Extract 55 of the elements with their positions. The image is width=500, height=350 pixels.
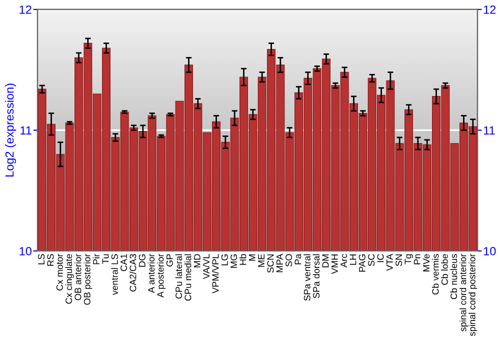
x-tick-label: MPA xyxy=(276,254,283,272)
y-tick-label: 11 xyxy=(20,126,32,134)
y2-tick-label: 11 xyxy=(484,126,495,134)
y2-tick-label: 12 xyxy=(484,5,496,14)
x-tick-label: LH xyxy=(350,254,356,265)
x-tick-label: A anterior xyxy=(148,254,155,293)
x-tick-label: LS xyxy=(38,254,45,264)
x-tick-label: Pa xyxy=(294,254,302,264)
x-tick-label: MD xyxy=(194,254,200,268)
x-tick-label: Cb vermis xyxy=(432,254,439,295)
x-tick-label: M xyxy=(248,254,256,261)
x-tick-label: DG xyxy=(138,254,146,267)
x-tick-label: SPa ventral xyxy=(304,254,310,301)
y-tick-label: 12 xyxy=(20,5,32,14)
x-tick-label: spinal cord posterior xyxy=(468,254,478,336)
x-tick-label: VA/VL xyxy=(202,254,210,279)
y-tick-label: 10 xyxy=(20,246,32,256)
x-tick-label: Hb xyxy=(239,254,246,265)
x-tick-label: IC xyxy=(377,254,384,262)
x-tick-label: spinal cord anterior xyxy=(459,254,468,332)
x-tick-label: A posterior xyxy=(156,254,166,298)
x-tick-label: CPu lateral xyxy=(175,254,182,299)
x-tick-label: Cb lobe xyxy=(441,254,448,285)
x-tick-label: VTA xyxy=(386,254,393,271)
x-tick-label: Cb nucleus xyxy=(450,254,458,300)
x-tick-label: CA1 xyxy=(120,254,128,272)
x-tick-label: MG xyxy=(230,254,238,268)
x-tick-label: VMH xyxy=(331,254,338,274)
x-tick-label: SC xyxy=(368,254,375,266)
x-tick-label: Cx motor xyxy=(56,254,63,290)
x-tick-label: OB anterior xyxy=(74,254,82,300)
x-tick-label: Tg xyxy=(404,254,414,264)
x-tick-label: VPM/VPL xyxy=(212,254,219,294)
y2-tick-label: 10 xyxy=(484,246,496,256)
x-tick-label: ventral LS xyxy=(111,254,118,295)
x-tick-label: Pir xyxy=(92,254,100,264)
x-tick-label: LG xyxy=(221,254,228,266)
x-tick-label: OB posterior xyxy=(84,254,92,305)
x-tick-label: DM xyxy=(322,254,329,268)
x-tick-label: SN xyxy=(396,254,402,266)
x-tick-label: MVe xyxy=(423,254,430,272)
x-tick-label: Tu xyxy=(102,254,109,264)
x-tick-label: GP xyxy=(166,254,173,267)
x-tick-label: Arc xyxy=(340,254,348,268)
x-tick-label: RS xyxy=(47,254,54,266)
y-axis-title: Log2 (expression) xyxy=(5,84,16,176)
x-tick-label: SPa dorsal xyxy=(312,254,320,298)
x-tick-label: CPu medial xyxy=(184,254,192,301)
x-tick-label: CA2/CA3 xyxy=(129,254,136,292)
x-tick-label: SO xyxy=(286,254,292,267)
x-tick-label: Pn xyxy=(414,254,420,264)
x-tick-label: Cx cingulate xyxy=(65,254,74,304)
x-tick-label: ME xyxy=(258,254,264,267)
x-tick-label: PAG xyxy=(358,254,366,272)
x-tick-label: SCN xyxy=(267,254,274,273)
